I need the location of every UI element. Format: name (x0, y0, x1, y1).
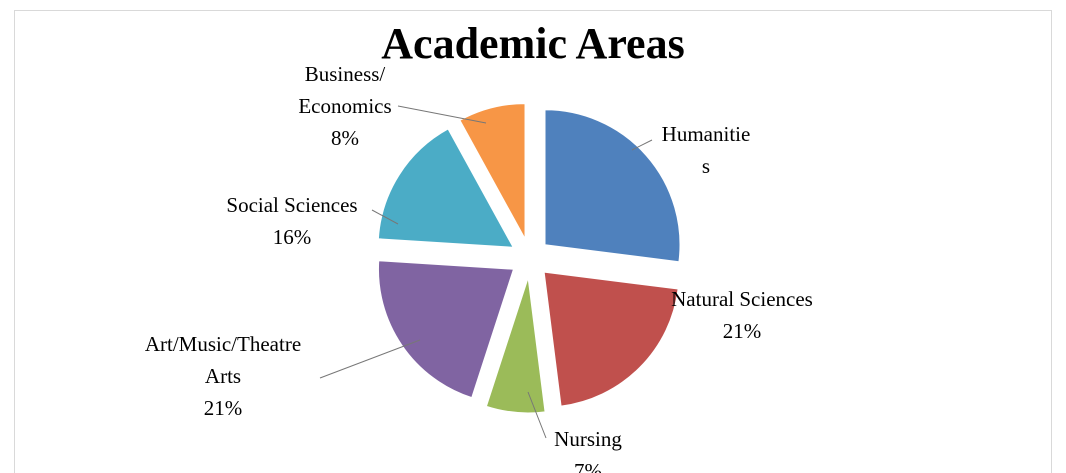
value-label: 16% (272, 225, 312, 249)
value-label: 8% (331, 126, 359, 150)
chart-frame (14, 10, 1052, 473)
leader-line (371, 209, 399, 225)
value-label: 21% (722, 319, 762, 343)
category-label: Art/Music/Theatre Arts (144, 332, 302, 388)
pie-slice (377, 128, 514, 248)
leader-line (397, 105, 487, 124)
value-label: 7% (574, 459, 602, 473)
pie-slice (377, 260, 515, 399)
slice-label: Humanities (660, 118, 752, 182)
category-label: Nursing (554, 427, 622, 451)
category-label: Natural Sciences (671, 287, 813, 311)
category-label: Humanities (661, 122, 751, 178)
pie-slice (485, 277, 546, 414)
leader-line (631, 139, 653, 151)
pie-slice (544, 109, 681, 263)
category-label: Business/ Economics (298, 62, 392, 118)
leader-line (319, 339, 421, 379)
slice-label: Social Sciences 16% (192, 189, 392, 253)
slice-label: Natural Sciences 21% (642, 283, 842, 347)
category-label: Social Sciences (226, 193, 358, 217)
leader-line (527, 391, 547, 439)
chart-title: Academic Areas (381, 19, 685, 68)
pie-slice (543, 271, 679, 407)
value-label: 21% (203, 396, 243, 420)
slice-label: Nursing 7% (528, 423, 648, 473)
slice-label: Art/Music/Theatre Arts 21% (128, 328, 318, 424)
pie-slice (459, 103, 526, 239)
slice-label: Business/ Economics 8% (285, 58, 405, 154)
